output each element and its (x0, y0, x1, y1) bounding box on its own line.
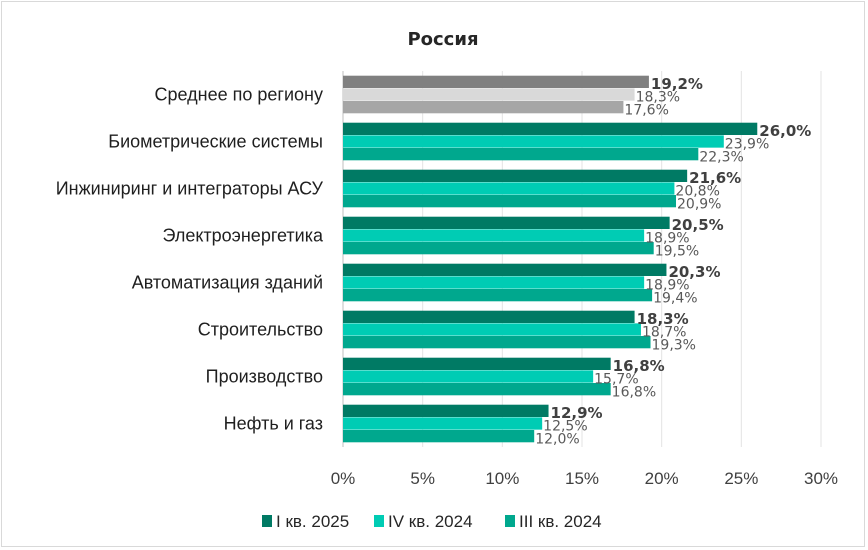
bar (343, 430, 535, 443)
x-tick-labels: 0% 5% 10% 15% 20% 25% 30% (331, 469, 838, 488)
category-label: Автоматизация зданий (132, 273, 323, 293)
bar (343, 242, 654, 255)
bar (343, 323, 641, 336)
bar (343, 75, 649, 88)
category-label: Биометрические системы (108, 132, 323, 152)
bar (343, 88, 635, 101)
bar (343, 289, 653, 302)
bar (343, 417, 543, 430)
category-label: Нефть и газ (224, 414, 323, 434)
bar (343, 336, 651, 349)
legend-label: I кв. 2025 (276, 512, 349, 531)
bar (343, 101, 624, 114)
bar (343, 383, 611, 396)
data-label: 20,5% (672, 216, 724, 234)
data-label: 18,9% (645, 231, 689, 247)
bar (343, 263, 667, 276)
category-label: Строительство (198, 320, 323, 340)
category-label: Электроэнергетика (162, 226, 323, 246)
category-label: Производство (206, 367, 323, 387)
legend-swatch (374, 515, 384, 527)
bar (343, 310, 635, 323)
data-label: 12,5% (543, 419, 587, 435)
data-label: 18,7% (642, 325, 686, 341)
data-label: 22,3% (699, 149, 743, 165)
data-labels: 19,2%18,3%17,6%26,0%23,9%22,3%21,6%20,8%… (535, 75, 811, 447)
legend: I кв. 2025 IV кв. 2024 III кв. 2024 (262, 512, 602, 531)
data-label: 20,8% (675, 184, 719, 200)
legend-label: IV кв. 2024 (388, 512, 473, 531)
data-label: 18,3% (637, 310, 689, 328)
data-label: 21,6% (689, 169, 741, 187)
x-tick-label: 25% (724, 469, 758, 488)
bar (343, 182, 675, 195)
data-label: 12,9% (551, 404, 603, 422)
data-label: 19,2% (651, 75, 703, 93)
bar (343, 148, 699, 161)
data-label: 26,0% (759, 122, 811, 140)
bars (343, 75, 758, 443)
bar (343, 122, 758, 135)
legend-swatch (505, 515, 515, 527)
x-tick-label: 0% (331, 469, 356, 488)
x-tick-label: 5% (410, 469, 435, 488)
data-label: 23,9% (725, 137, 769, 153)
bar (343, 276, 645, 289)
data-label: 19,4% (653, 290, 697, 306)
bar (343, 229, 645, 242)
bar (343, 404, 549, 417)
x-tick-label: 10% (485, 469, 519, 488)
chart-title: Россия (407, 29, 478, 50)
legend-label: III кв. 2024 (519, 512, 602, 531)
data-label: 20,3% (668, 263, 720, 281)
x-tick-label: 30% (804, 469, 838, 488)
data-label: 15,7% (594, 372, 638, 388)
data-label: 19,3% (652, 337, 696, 353)
data-label: 19,5% (655, 243, 699, 259)
x-tick-label: 20% (645, 469, 679, 488)
category-labels: Среднее по региону Биометрические системы… (56, 85, 324, 434)
data-label: 16,8% (613, 357, 665, 375)
data-label: 20,9% (677, 196, 721, 212)
data-label: 12,0% (535, 431, 579, 447)
bar (343, 357, 611, 370)
bar (343, 135, 724, 148)
bar (343, 216, 670, 229)
bar (343, 195, 677, 208)
bar (343, 370, 594, 383)
x-tick-label: 15% (565, 469, 599, 488)
data-label: 17,6% (624, 102, 668, 118)
data-label: 18,9% (645, 278, 689, 294)
data-label: 18,3% (636, 90, 680, 106)
bar (343, 169, 688, 182)
data-label: 16,8% (612, 384, 656, 400)
category-label: Среднее по региону (155, 85, 323, 105)
legend-swatch (262, 515, 272, 527)
category-label: Инжиниринг и интеграторы АСУ (56, 179, 324, 199)
